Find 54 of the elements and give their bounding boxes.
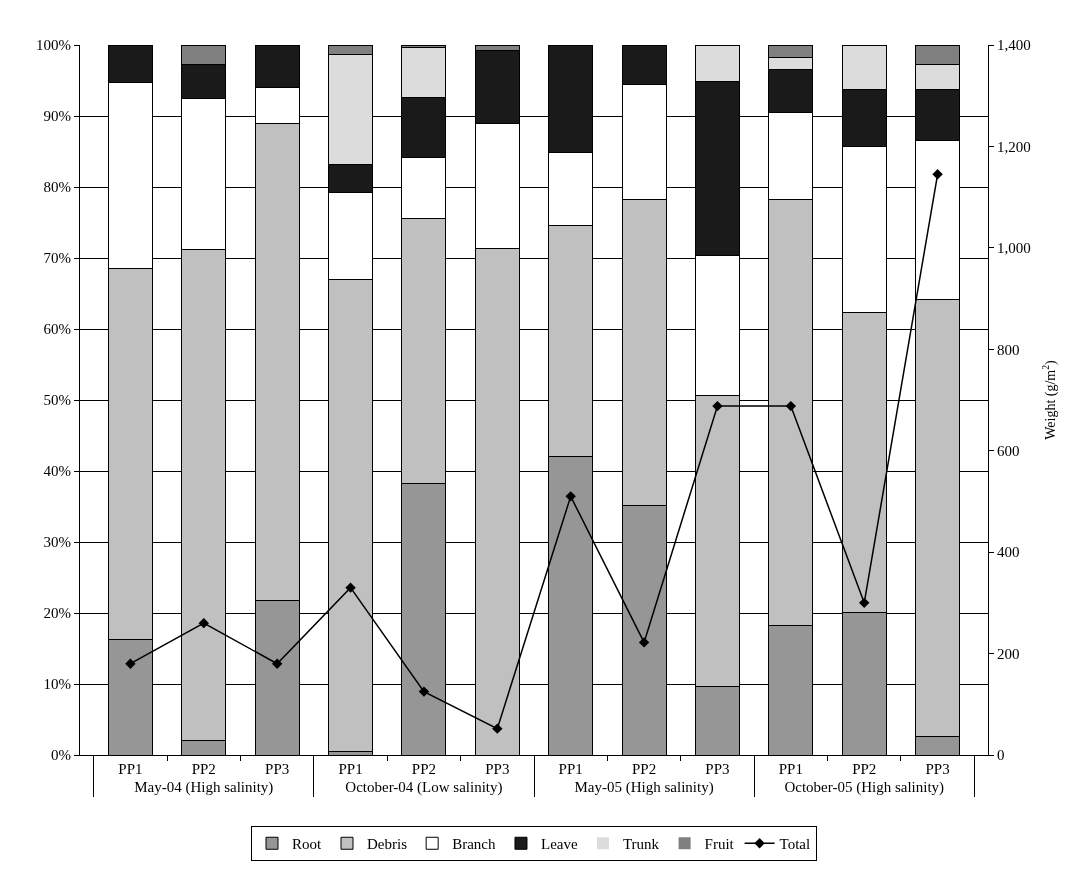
point [859,597,870,609]
point [492,723,503,734]
legend-label: Root [292,836,322,853]
y-tick-label: 60% [43,321,71,338]
text: October-04 (Low salinity) [345,779,503,796]
legend-label: Total [779,836,811,853]
point [198,617,209,629]
legend-label: Leave [540,836,578,853]
point [932,169,943,180]
x-tick-label: PP3 [925,761,950,777]
x-tick-label: PP1 [558,761,583,777]
y-tick-label: 10% [43,676,71,693]
y2-tick-label: 1,000 [997,240,1031,257]
text: October-05 (High salinity) [784,779,945,796]
text: May-05 (High salinity) [574,779,714,796]
legend-label: Branch [452,836,496,853]
text: May-04 (High salinity) [134,779,274,796]
point [565,491,576,502]
x-tick-label: PP2 [852,761,877,777]
legend-label: Debris [367,836,408,853]
legend-label: Trunk [622,836,660,853]
y-tick-label: 30% [43,534,71,551]
x-tick-label: PP2 [631,761,657,777]
y2-tick-label: 1,200 [997,138,1031,155]
point [345,582,356,593]
y2-tick-label: 0 [997,747,1005,764]
x-tick-label: PP3 [705,761,730,777]
y-tick-label: 70% [43,250,71,267]
point [125,658,136,669]
point [271,658,283,669]
point [638,637,650,648]
y2-tick-label: 200 [997,645,1020,662]
x-tick-label: PP3 [265,761,290,777]
y2-tick-label: 400 [997,544,1020,561]
x-tick-label: PP3 [485,761,510,777]
y-tick-label: 40% [43,463,71,480]
point [785,400,797,412]
point [712,400,723,412]
y-tick-label: 0% [51,747,71,764]
y-tick-label: 90% [43,108,71,125]
y2-tick-label: 1,400 [997,37,1031,54]
legend-label: Fruit [704,836,735,853]
point [418,686,430,697]
y2-tick-label: 600 [997,442,1020,459]
x-tick-label: PP2 [411,761,437,777]
y2-tick-label: 800 [997,341,1020,358]
y-tick-label: 20% [43,605,71,622]
y-tick-label: 100% [36,37,71,54]
x-tick-label: PP1 [778,761,803,777]
x-tick-label: PP2 [191,761,216,777]
x-tick-label: PP1 [338,761,363,777]
y-tick-label: 80% [43,179,71,196]
x-tick-label: PP1 [118,761,143,777]
y-tick-label: 50% [43,392,71,409]
